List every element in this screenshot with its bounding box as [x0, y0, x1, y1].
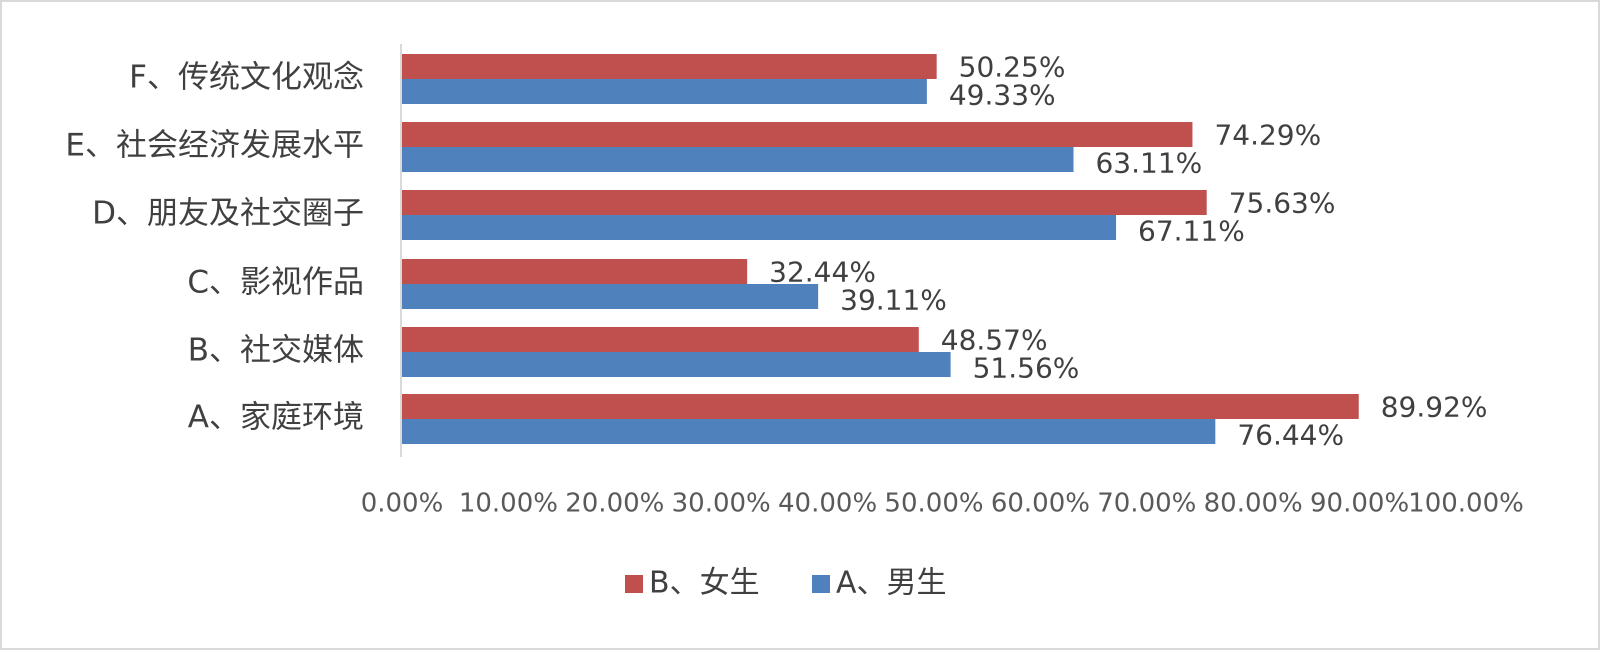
value-label-female-3: 75.63%	[1229, 187, 1336, 220]
value-label-male-1: 51.56%	[973, 352, 1080, 385]
value-label-male-0: 76.44%	[1237, 419, 1344, 452]
bar-female-3	[402, 190, 1207, 215]
x-tick-label-6: 60.00%	[991, 489, 1090, 519]
bar-female-5	[402, 54, 937, 79]
category-label-0: A、家庭环境	[188, 400, 364, 436]
legend-swatch-male	[812, 575, 830, 593]
bar-male-4	[402, 147, 1074, 172]
legend: B、女生 A、男生	[625, 566, 947, 601]
bar-male-2	[402, 284, 819, 309]
x-tick-label-5: 50.00%	[884, 489, 983, 519]
value-label-female-4: 74.29%	[1214, 119, 1321, 152]
category-label-2: C、影视作品	[187, 265, 364, 301]
x-tick-label-2: 20.00%	[565, 489, 664, 519]
category-label-4: E、社会经济发展水平	[65, 128, 364, 164]
bar-female-4	[402, 122, 1193, 147]
value-label-female-5: 50.25%	[959, 51, 1066, 84]
legend-label-female: B、女生	[649, 566, 760, 601]
x-tick-label-1: 10.00%	[459, 489, 558, 519]
category-label-1: B、社交媒体	[188, 333, 364, 369]
bar-male-0	[402, 419, 1216, 444]
value-label-male-4: 63.11%	[1095, 147, 1202, 180]
x-tick-label-3: 30.00%	[672, 489, 771, 519]
value-label-female-0: 89.92%	[1381, 391, 1488, 424]
x-tick-label-8: 80.00%	[1204, 489, 1303, 519]
x-tick-label-10: 100.00%	[1408, 489, 1524, 519]
bar-female-1	[402, 327, 919, 352]
value-labels-layer: 89.92% 76.44% 48.57%51.56% 32.44%39.11% 75.6…	[769, 51, 1487, 452]
x-tick-label-9: 90.00%	[1310, 489, 1409, 519]
x-tick-labels: 0.00% 10.00% 20.00% 30.00% 40.00% 50.00% 60.00…	[361, 489, 1524, 519]
category-labels-layer: A、家庭环境 B、社交媒体 C、影视作品 D、朋友及社交圈子 E、社会经济发展水平 F、传…	[65, 60, 364, 436]
legend-label-male: A、男生	[836, 566, 947, 601]
x-tick-label-7: 70.00%	[1097, 489, 1196, 519]
value-label-male-5: 49.33%	[949, 79, 1056, 112]
value-label-male-2: 39.11%	[840, 284, 947, 317]
category-label-5: F、传统文化观念	[129, 60, 364, 96]
x-tick-label-0: 0.00%	[361, 489, 444, 519]
bar-female-0	[402, 394, 1359, 419]
value-label-male-3: 67.11%	[1138, 215, 1245, 248]
legend-swatch-female	[625, 575, 643, 593]
bar-male-5	[402, 79, 927, 104]
category-label-3: D、朋友及社交圈子	[92, 196, 364, 232]
bar-female-2	[402, 259, 748, 284]
bar-male-1	[402, 352, 951, 377]
x-tick-label-4: 40.00%	[778, 489, 877, 519]
bars-layer	[402, 54, 1359, 444]
value-label-female-1: 48.57%	[941, 324, 1048, 357]
value-label-female-2: 32.44%	[769, 256, 876, 289]
bar-male-3	[402, 215, 1117, 240]
